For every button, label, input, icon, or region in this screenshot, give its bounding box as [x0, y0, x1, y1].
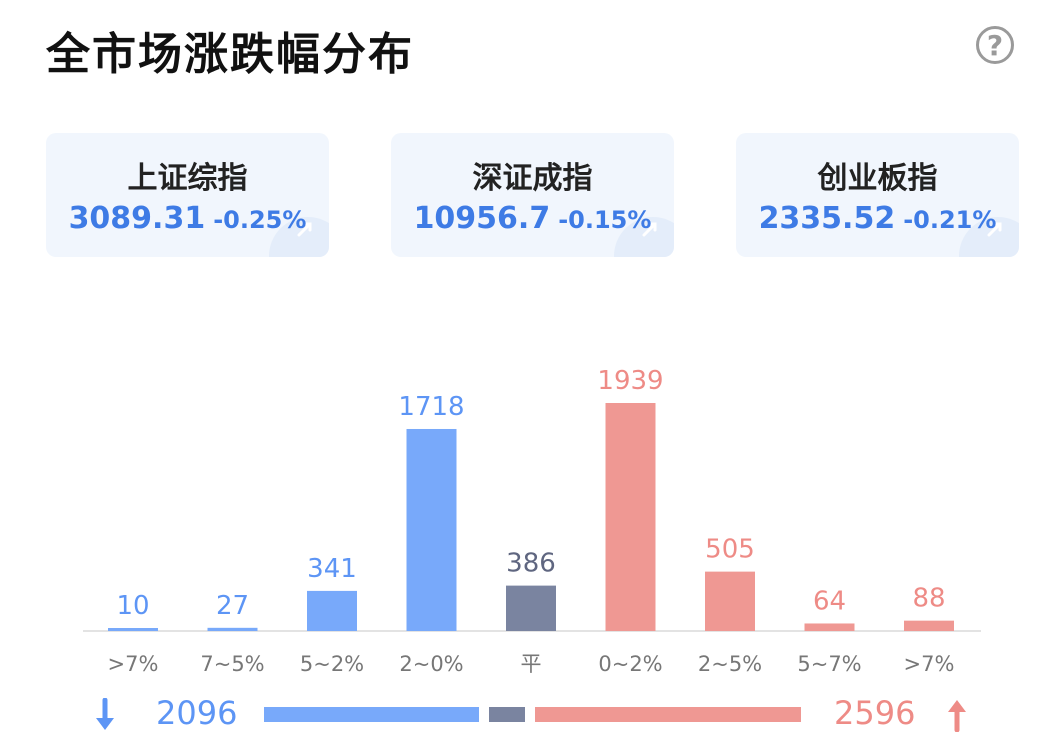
category-label: 5~2%: [300, 652, 364, 676]
category-label: 2~0%: [399, 652, 463, 676]
category-label: >7%: [108, 652, 159, 676]
bar-value-label: 505: [705, 535, 755, 565]
category-label: 平: [521, 652, 542, 676]
bar-5: [605, 403, 656, 631]
index-name: 深证成指: [472, 161, 593, 196]
flat-ratio-bar: [489, 707, 525, 722]
help-icon[interactable]: ?: [976, 26, 1014, 64]
index-card-shenzhen[interactable]: 深证成指 10956.7 -0.15%: [391, 133, 674, 257]
index-change: -0.25%: [213, 206, 307, 234]
index-change: -0.21%: [903, 206, 997, 234]
bar-value-label: 10: [116, 591, 149, 621]
bar-value-label: 27: [216, 591, 249, 621]
bar-value-label: 88: [912, 584, 945, 614]
trend-arrow-icon: [642, 222, 657, 237]
index-price: 2335.52: [758, 201, 896, 236]
arrow-down-icon: [96, 698, 114, 730]
bar-value-label: 1939: [597, 366, 663, 396]
bar-value-label: 1718: [398, 392, 464, 422]
bar-8: [904, 620, 954, 631]
bar-4: [506, 585, 556, 631]
bar-value-label: 341: [307, 554, 357, 584]
up-ratio-bar: [535, 707, 801, 722]
index-card-chinext[interactable]: 创业板指 2335.52 -0.21%: [736, 133, 1019, 257]
down-total: 2096: [156, 694, 238, 732]
bar-7: [804, 623, 855, 631]
category-label: 5~7%: [797, 652, 861, 676]
category-label: 2~5%: [698, 652, 762, 676]
bar-value-label: 386: [506, 549, 556, 579]
trend-arrow-icon: [987, 222, 1002, 237]
index-price: 10956.7: [413, 201, 551, 236]
index-name: 创业板指: [817, 161, 938, 196]
up-total: 2596: [834, 694, 916, 732]
arrow-up-icon: [948, 700, 966, 732]
bar-6: [705, 571, 755, 631]
bar-3: [406, 428, 457, 631]
index-name: 上证综指: [127, 161, 248, 196]
trend-arrow-icon: [297, 222, 312, 237]
index-card-shanghai[interactable]: 上证综指 3089.31 -0.25%: [46, 133, 329, 257]
bar-2: [307, 590, 357, 631]
index-change: -0.15%: [558, 206, 652, 234]
category-label: 7~5%: [200, 652, 264, 676]
bar-1: [207, 627, 258, 631]
page-title: 全市场涨跌幅分布: [46, 29, 414, 80]
category-label: 0~2%: [598, 652, 662, 676]
bar-0: [108, 628, 158, 631]
category-label: >7%: [904, 652, 955, 676]
distribution-bar-chart: 10 >7% 27 7~5% 341 5~2% 1718 2~0% 386 平 1939 0~2% 50…: [83, 366, 981, 676]
bars-group: 10 >7% 27 7~5% 341 5~2% 1718 2~0% 386 平 1939 0~2% 50…: [108, 366, 955, 676]
down-ratio-bar: [264, 707, 479, 722]
bar-value-label: 64: [813, 586, 846, 616]
index-price: 3089.31: [68, 201, 206, 236]
